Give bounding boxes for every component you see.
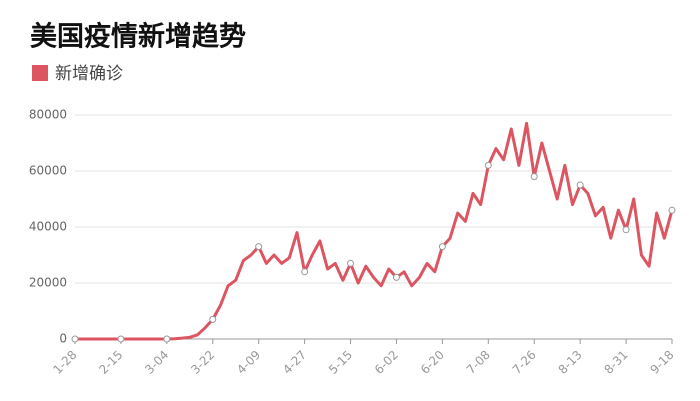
y-tick-label: 40000 <box>29 220 67 234</box>
point-marker <box>622 226 630 234</box>
x-tick-label: 1-28 <box>50 348 79 377</box>
point-marker <box>668 206 676 214</box>
point-marker <box>163 335 171 343</box>
y-tick-label: 60000 <box>29 164 67 178</box>
point-marker <box>255 243 263 251</box>
point-marker <box>301 268 309 276</box>
legend-label: 新增确诊 <box>55 64 123 84</box>
x-tick-label: 4-09 <box>234 348 263 377</box>
x-tick-label: 4-27 <box>280 348 309 377</box>
x-tick-label: 7-08 <box>464 348 493 377</box>
point-marker <box>347 259 355 267</box>
line <box>75 121 674 341</box>
x-tick-label: 9-18 <box>647 348 676 377</box>
y-tick-label: 20000 <box>29 276 67 290</box>
x-tick-label: 3-22 <box>188 348 217 377</box>
x-tick-label: 2-15 <box>96 348 125 377</box>
point-marker <box>484 161 492 169</box>
legend-swatch <box>32 65 48 81</box>
point-marker <box>209 315 217 323</box>
point-marker <box>530 173 538 181</box>
point-marker <box>576 181 584 189</box>
x-tick-label: 7-26 <box>510 348 539 377</box>
point-marker <box>71 335 79 343</box>
point-marker <box>438 243 446 251</box>
x-tick-label: 8-13 <box>556 348 585 377</box>
point-marker <box>392 273 400 281</box>
y-tick-label: 0 <box>59 332 67 346</box>
x-tick-label: 8-31 <box>602 348 631 377</box>
point-marker <box>117 335 125 343</box>
x-tick-label: 6-20 <box>418 348 447 377</box>
x-tick-label: 5-15 <box>326 348 355 377</box>
y-tick-label: 80000 <box>29 108 67 122</box>
x-tick-label: 3-04 <box>142 348 171 377</box>
chart-title: 美国疫情新增趋势 <box>30 21 246 53</box>
x-tick-label: 6-02 <box>372 348 401 377</box>
